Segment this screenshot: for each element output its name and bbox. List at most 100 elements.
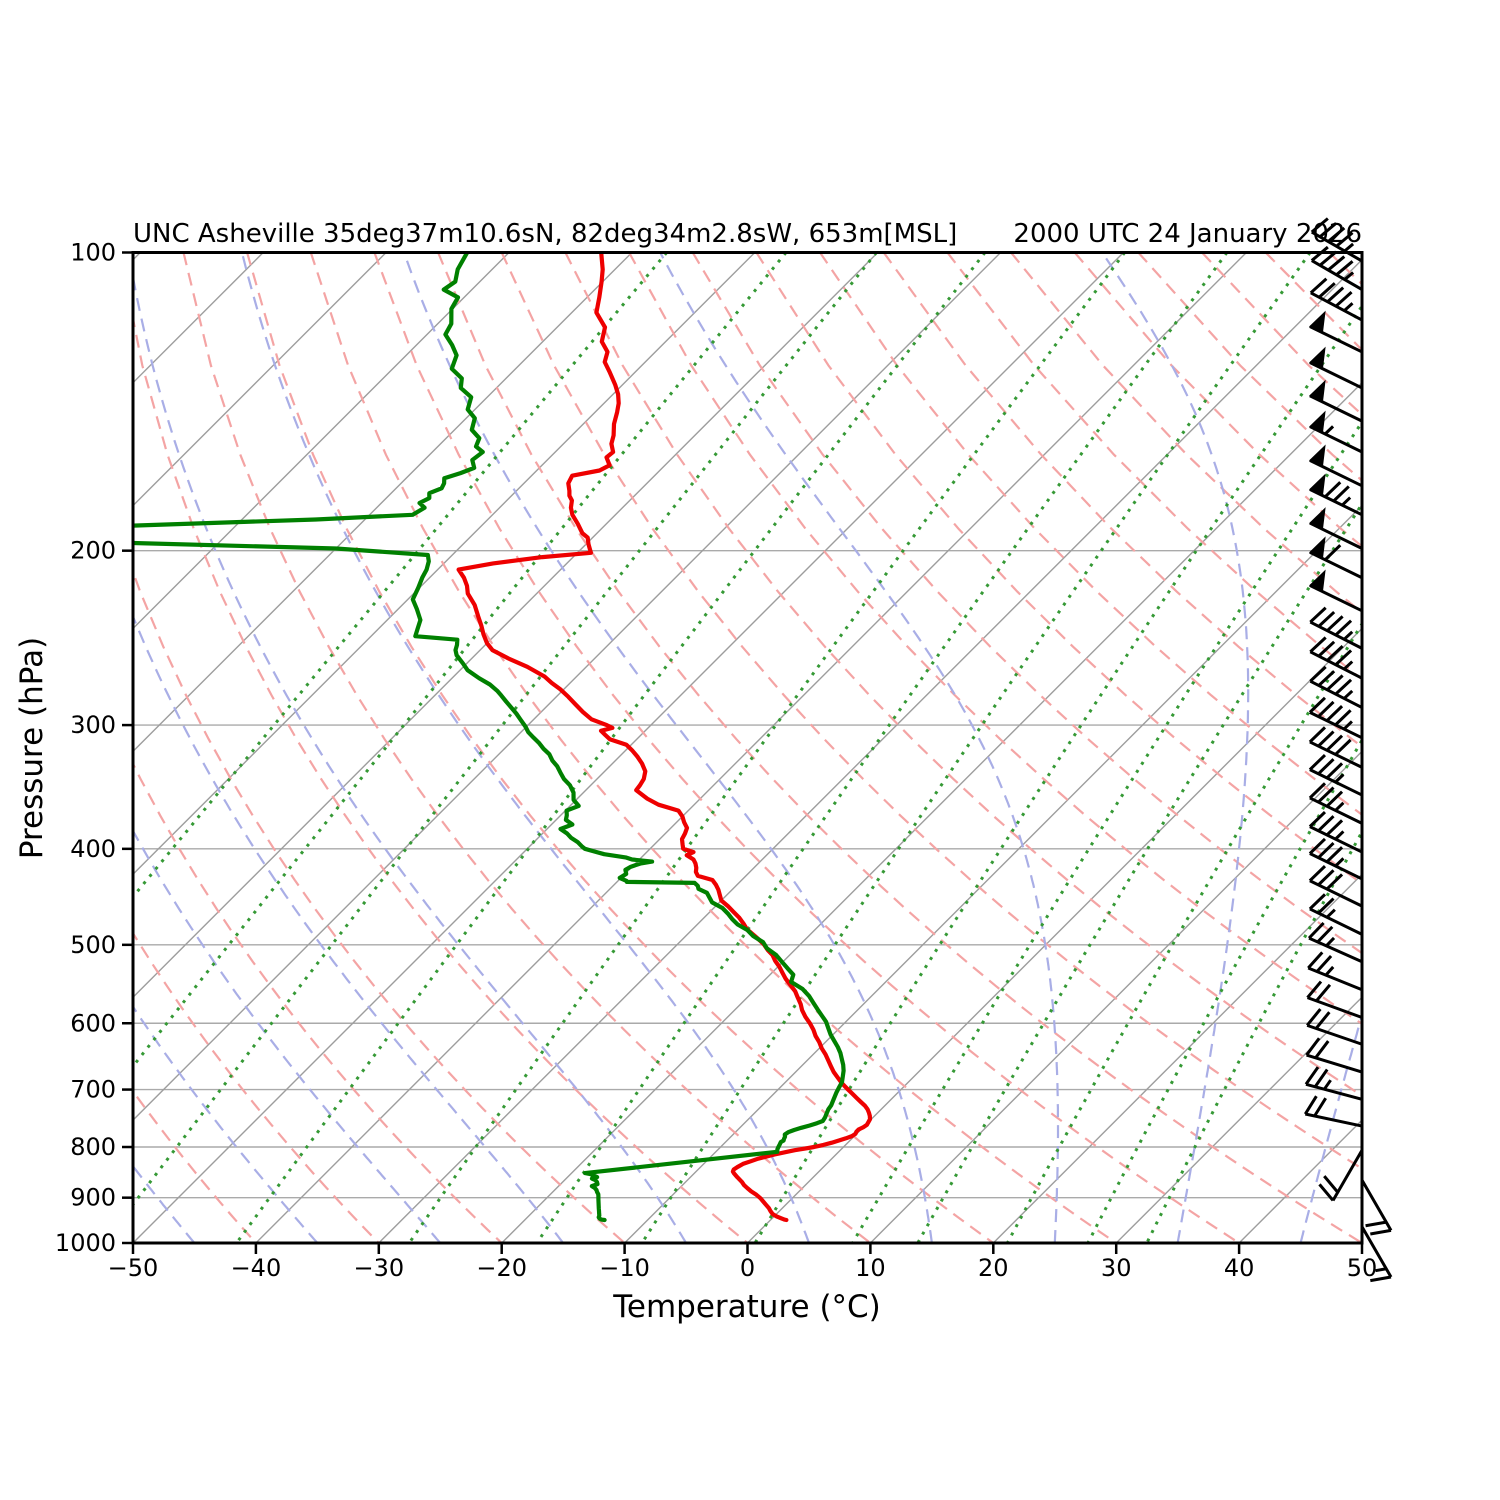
- barb-staff: [1308, 893, 1363, 936]
- y-tick-label: 500: [70, 931, 116, 959]
- wind-barb: [1308, 753, 1363, 797]
- barb-staff: [1307, 951, 1363, 992]
- moist-adiabat-line: [133, 1004, 319, 1243]
- wind-barb: [1310, 217, 1363, 263]
- barb-staff: [1303, 1095, 1363, 1128]
- moist-adiabat-line: [133, 271, 687, 1243]
- axes: −50 −40 −30 −20 −10 0 10 20 30 40 50 100 200 300 400 50…: [55, 239, 1377, 1283]
- dry-adiabat-line: [133, 313, 749, 1243]
- moist-adiabat-line: [659, 252, 1060, 1243]
- x-tick-label: 30: [1101, 1254, 1132, 1282]
- barb-staff: [1308, 810, 1363, 854]
- barb-staff: [1309, 425, 1363, 454]
- dry-adiabat-line: [182, 252, 872, 1243]
- wind-barb: [1309, 569, 1363, 613]
- mixing-ratio-line: [133, 252, 788, 1069]
- isotherm-line: [133, 252, 879, 999]
- y-tick-label: 200: [70, 537, 116, 565]
- dry-adiabat-line: [564, 252, 1362, 1097]
- isotherm-line: [501, 381, 1362, 1243]
- moist-adiabat-line: [1101, 252, 1250, 1243]
- barb-staff: [1308, 696, 1363, 740]
- barb-staff: [1309, 606, 1363, 650]
- isotherm-line: [133, 252, 1002, 1122]
- isotherm-line: [1115, 996, 1362, 1243]
- dry-adiabat-line: [437, 252, 1362, 1243]
- wind-barb: [1318, 1149, 1364, 1202]
- y-tick-label: 700: [70, 1076, 116, 1104]
- wind-barb: [1307, 951, 1363, 992]
- wind-barb: [1308, 865, 1363, 908]
- wind-barbs: [1303, 217, 1393, 1283]
- y-tick-label: 800: [70, 1133, 116, 1161]
- y-axis-label: Pressure (hPa): [14, 637, 50, 859]
- wind-barb: [1308, 893, 1363, 936]
- barb-staff: [1360, 1226, 1393, 1283]
- dry-adiabat-line: [500, 252, 1362, 1170]
- barb-staff: [1318, 1149, 1364, 1202]
- dry-adiabat-line: [133, 931, 380, 1243]
- x-tick-label: 10: [855, 1254, 886, 1282]
- chart-title-right: 2000 UTC 24 January 2026: [1013, 219, 1362, 249]
- moist-adiabat-line: [133, 1164, 196, 1243]
- x-tick-label: −50: [108, 1254, 159, 1282]
- dry-adiabat-line: [882, 252, 1362, 749]
- barb-staff: [1308, 726, 1363, 769]
- isotherm-line: [133, 252, 387, 507]
- dry-adiabat-line: [133, 1089, 257, 1243]
- dewpoint-curve: [133, 252, 846, 1223]
- x-tick-label: 40: [1224, 1254, 1255, 1282]
- isotherm-line: [1361, 1242, 1362, 1243]
- dry-adiabat-line: [755, 252, 1362, 885]
- barb-staff: [1309, 481, 1363, 517]
- wind-barb: [1308, 810, 1363, 854]
- barb-staff: [1309, 361, 1363, 390]
- dry-adiabat-line: [691, 252, 1362, 955]
- barb-staff: [1305, 1037, 1363, 1074]
- wind-barb: [1303, 1095, 1363, 1128]
- dry-adiabat-line: [1073, 252, 1362, 548]
- wind-barb: [1309, 277, 1363, 322]
- barb-staff: [1309, 584, 1363, 613]
- barb-staff: [1309, 636, 1363, 680]
- mixing-ratio-line: [1086, 737, 1362, 1243]
- x-tick-label: −10: [599, 1254, 650, 1282]
- dry-adiabat-line: [1264, 252, 1362, 352]
- mixing-ratio-line: [235, 252, 987, 1243]
- barb-staff: [1307, 921, 1363, 964]
- mixing-ratio-line: [916, 501, 1362, 1243]
- y-tick-label: 400: [70, 835, 116, 863]
- sounding-profiles: [133, 252, 873, 1223]
- barb-staff: [1304, 1066, 1363, 1101]
- chart-title-left: UNC Asheville 35deg37m10.6sN, 82deg34m2.…: [133, 219, 957, 249]
- y-tick-label: 600: [70, 1009, 116, 1037]
- wind-barb: [1309, 507, 1363, 550]
- temperature-curve: [456, 252, 873, 1223]
- wind-barb: [1306, 980, 1363, 1019]
- wind-barb: [1308, 696, 1363, 740]
- isotherm-line: [133, 252, 756, 876]
- wind-barb: [1309, 346, 1363, 390]
- barb-staff: [1309, 394, 1363, 423]
- mixing-ratio-line: [1145, 828, 1362, 1243]
- barb-staff: [1308, 782, 1363, 825]
- x-tick-label: −40: [231, 1254, 282, 1282]
- barb-staff: [1308, 837, 1363, 881]
- isotherm-line: [624, 504, 1362, 1243]
- wind-barb: [1308, 726, 1363, 769]
- mixing-ratio-line: [535, 252, 1229, 1243]
- dry-adiabat-line: [628, 252, 1362, 1026]
- wind-barb: [1309, 536, 1363, 580]
- y-tick-label: 900: [70, 1184, 116, 1212]
- barb-staff: [1309, 325, 1363, 354]
- isotherm-line: [1238, 1119, 1362, 1243]
- isotherm-line: [255, 252, 1247, 1243]
- barb-staff: [1308, 753, 1363, 797]
- wind-barb: [1309, 444, 1363, 488]
- moist-adiabat-line: [133, 828, 442, 1243]
- y-tick-label: 100: [70, 239, 116, 267]
- barb-staff: [1308, 865, 1363, 908]
- mixing-ratio-line: [640, 252, 1312, 1243]
